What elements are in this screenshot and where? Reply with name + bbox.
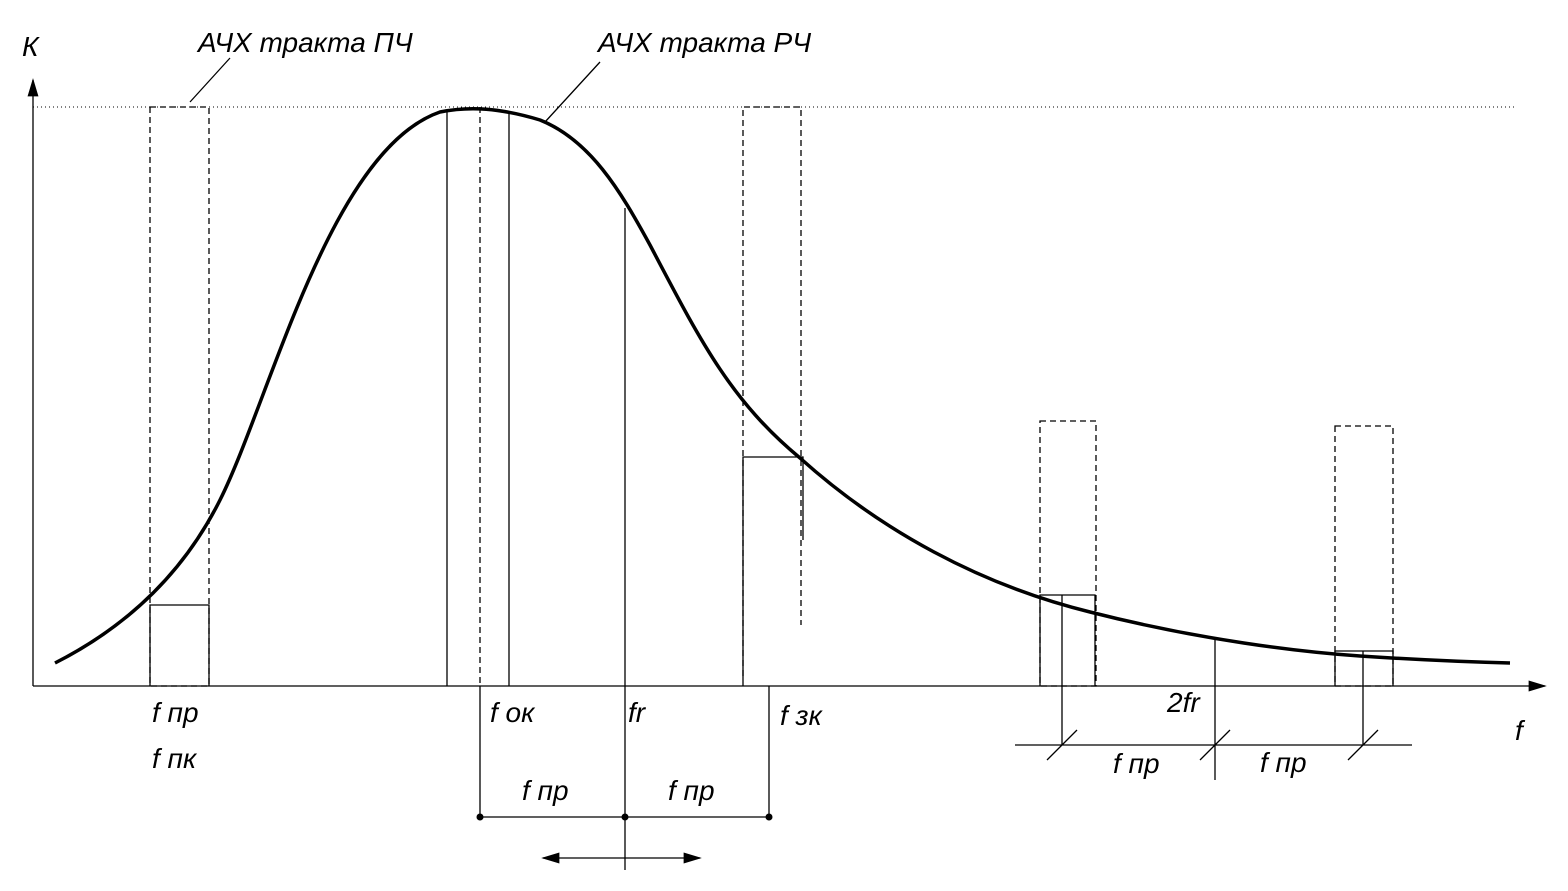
dim-lower (479, 208, 770, 870)
dimension-label: f пр (668, 775, 715, 806)
x-label: f пр (152, 697, 199, 728)
dim-dot (765, 813, 773, 821)
y-axis-label: К (22, 31, 40, 62)
axes (27, 78, 1547, 692)
if-bands (149, 106, 1394, 745)
band-level (1334, 650, 1394, 745)
band-level (1039, 594, 1096, 745)
dim-upper (1015, 640, 1412, 780)
x-label: f зк (780, 700, 824, 731)
rf-response-curve (54, 106, 1511, 665)
x-label: f пк (152, 743, 198, 774)
if-band (1334, 425, 1394, 687)
band-level (149, 604, 210, 686)
x-axis-label: f (1515, 715, 1526, 746)
x-label: 2fr (1166, 687, 1201, 718)
callout: АЧХ тракта ПЧ (196, 27, 413, 58)
if-band (149, 106, 210, 687)
dimension-label: f пр (1113, 748, 1160, 779)
dim-dot (476, 813, 484, 821)
callout-leaders (189, 57, 601, 123)
callout: АЧХ тракта РЧ (596, 27, 811, 58)
band-level (742, 456, 804, 680)
dimension-lines (189, 57, 1412, 870)
dimension-label: f пр (1260, 747, 1307, 778)
if-band (1039, 420, 1097, 687)
x-label: fr (628, 697, 647, 728)
x-label: f ок (490, 697, 536, 728)
dimension-label: f пр (522, 775, 569, 806)
if-band (742, 106, 802, 686)
dim-dot (621, 813, 629, 821)
band-edges (446, 112, 510, 686)
